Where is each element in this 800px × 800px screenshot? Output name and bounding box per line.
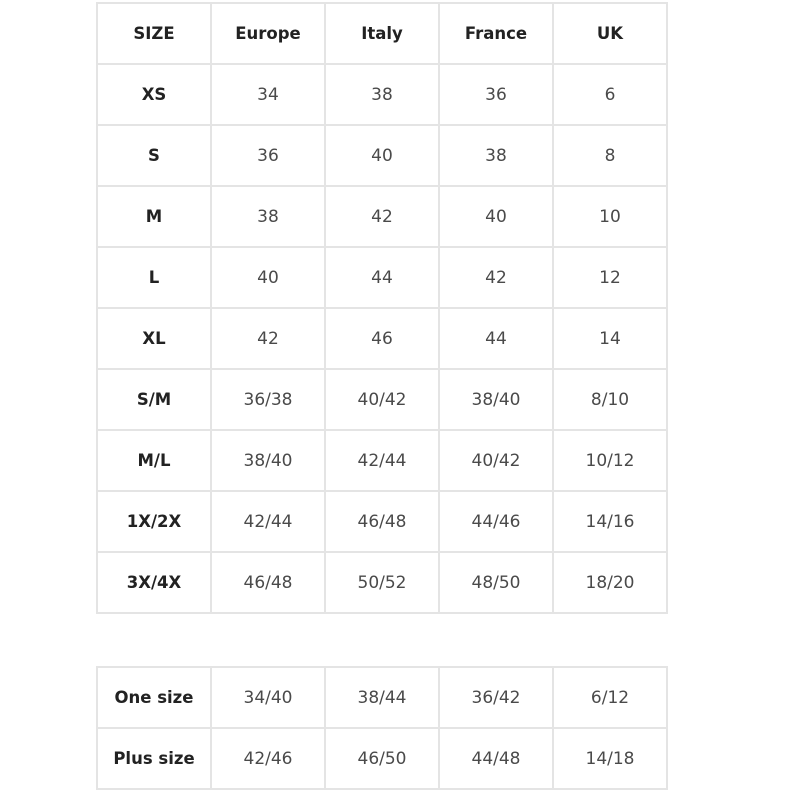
size-value-cell: 36 — [438, 63, 554, 126]
size-label-cell: One size — [96, 666, 212, 729]
size-value-cell: 36/42 — [438, 666, 554, 729]
table-row: M/L 38/40 42/44 40/42 10/12 — [96, 429, 668, 492]
size-value-cell: 38 — [324, 63, 440, 126]
size-value-cell: 38 — [210, 185, 326, 248]
column-header: SIZE — [96, 2, 212, 65]
size-value-cell: 10 — [552, 185, 668, 248]
size-label-cell: 1X/2X — [96, 490, 212, 553]
table-row: L 40 44 42 12 — [96, 246, 668, 309]
size-value-cell: 46/48 — [324, 490, 440, 553]
size-value-cell: 44/46 — [438, 490, 554, 553]
column-header: UK — [552, 2, 668, 65]
size-value-cell: 6/12 — [552, 666, 668, 729]
table-row: S/M 36/38 40/42 38/40 8/10 — [96, 368, 668, 431]
size-label-cell: S/M — [96, 368, 212, 431]
size-label-cell: L — [96, 246, 212, 309]
table-row: Plus size 42/46 46/50 44/48 14/18 — [96, 727, 668, 790]
size-value-cell: 14/16 — [552, 490, 668, 553]
table-row: S 36 40 38 8 — [96, 124, 668, 187]
size-label-cell: 3X/4X — [96, 551, 212, 614]
table-row: One size 34/40 38/44 36/42 6/12 — [96, 666, 668, 729]
size-label-cell: XS — [96, 63, 212, 126]
size-value-cell: 8/10 — [552, 368, 668, 431]
column-header: Italy — [324, 2, 440, 65]
one-plus-size-table: One size 34/40 38/44 36/42 6/12 Plus size 42/4… — [96, 666, 668, 790]
size-label-cell: M — [96, 185, 212, 248]
size-value-cell: 44 — [324, 246, 440, 309]
size-label-cell: S — [96, 124, 212, 187]
size-value-cell: 42 — [438, 246, 554, 309]
size-value-cell: 42 — [210, 307, 326, 370]
size-value-cell: 14/18 — [552, 727, 668, 790]
size-value-cell: 36/38 — [210, 368, 326, 431]
column-header: France — [438, 2, 554, 65]
size-value-cell: 40 — [210, 246, 326, 309]
size-value-cell: 44 — [438, 307, 554, 370]
size-value-cell: 40 — [324, 124, 440, 187]
size-value-cell: 50/52 — [324, 551, 440, 614]
size-conversion-table: SIZE Europe Italy France UK XS 34 38 36 6 S 36 40 38 8… — [96, 2, 668, 614]
size-value-cell: 40 — [438, 185, 554, 248]
size-value-cell: 44/48 — [438, 727, 554, 790]
size-value-cell: 42 — [324, 185, 440, 248]
size-label-cell: XL — [96, 307, 212, 370]
size-value-cell: 38 — [438, 124, 554, 187]
size-label-cell: M/L — [96, 429, 212, 492]
size-value-cell: 18/20 — [552, 551, 668, 614]
size-value-cell: 34/40 — [210, 666, 326, 729]
size-value-cell: 8 — [552, 124, 668, 187]
size-value-cell: 14 — [552, 307, 668, 370]
table-row: XL 42 46 44 14 — [96, 307, 668, 370]
size-value-cell: 40/42 — [324, 368, 440, 431]
size-value-cell: 36 — [210, 124, 326, 187]
size-value-cell: 48/50 — [438, 551, 554, 614]
header-row: SIZE Europe Italy France UK — [96, 2, 668, 65]
size-value-cell: 46 — [324, 307, 440, 370]
column-header: Europe — [210, 2, 326, 65]
size-value-cell: 38/40 — [210, 429, 326, 492]
table-row: XS 34 38 36 6 — [96, 63, 668, 126]
size-value-cell: 42/44 — [324, 429, 440, 492]
size-value-cell: 38/40 — [438, 368, 554, 431]
table-row: M 38 42 40 10 — [96, 185, 668, 248]
size-value-cell: 38/44 — [324, 666, 440, 729]
size-value-cell: 12 — [552, 246, 668, 309]
table-row: 3X/4X 46/48 50/52 48/50 18/20 — [96, 551, 668, 614]
table-row: 1X/2X 42/44 46/48 44/46 14/16 — [96, 490, 668, 553]
size-value-cell: 34 — [210, 63, 326, 126]
size-value-cell: 42/44 — [210, 490, 326, 553]
size-value-cell: 42/46 — [210, 727, 326, 790]
size-value-cell: 46/48 — [210, 551, 326, 614]
size-value-cell: 6 — [552, 63, 668, 126]
size-label-cell: Plus size — [96, 727, 212, 790]
size-value-cell: 10/12 — [552, 429, 668, 492]
size-value-cell: 40/42 — [438, 429, 554, 492]
size-value-cell: 46/50 — [324, 727, 440, 790]
